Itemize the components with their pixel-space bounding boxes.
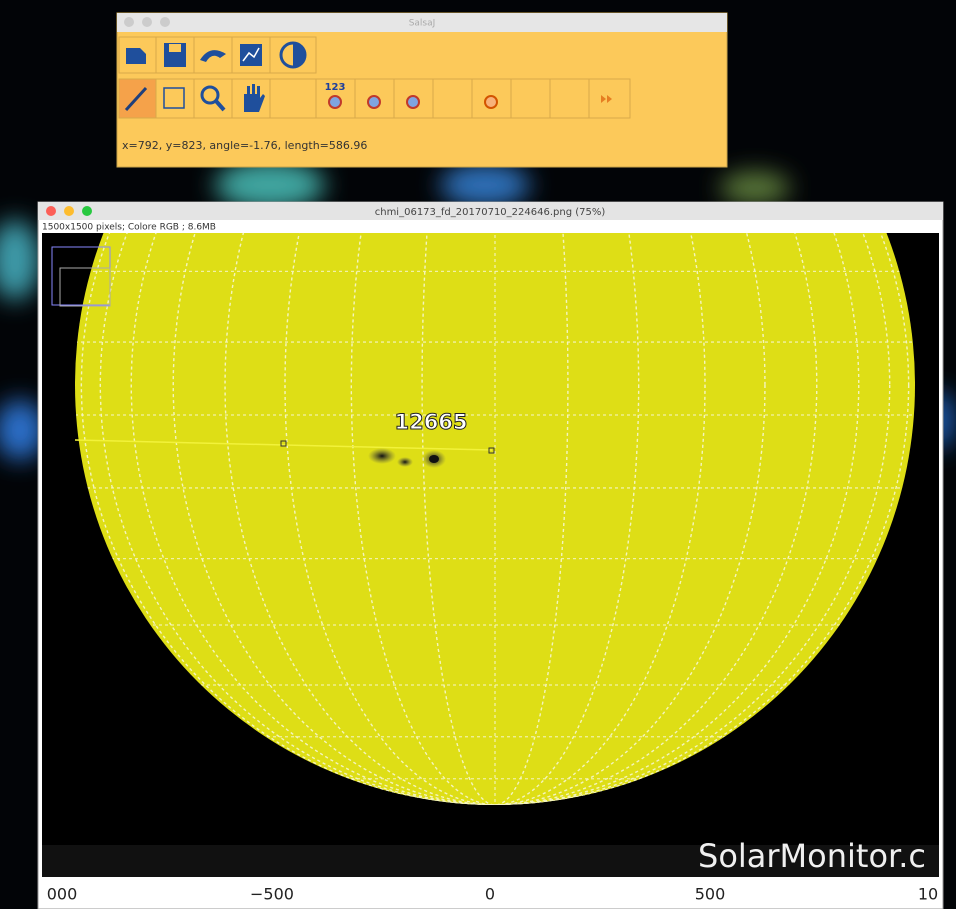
icon [124, 86, 148, 112]
icon [214, 99, 226, 112]
axis-label: 500 [695, 885, 726, 904]
icon [163, 87, 185, 109]
line-handle[interactable] [280, 440, 287, 447]
icon [200, 85, 220, 105]
empty-button[interactable] [269, 78, 317, 119]
x-axis: 000 −500 0 500 10 [47, 885, 938, 904]
sunspot [397, 457, 413, 467]
toolbar-title: SalsaJ [409, 19, 436, 29]
toolbar-titlebar [117, 13, 727, 32]
empty-button[interactable] [549, 78, 590, 119]
axis-strip [42, 877, 939, 907]
sunspot [368, 448, 396, 464]
counter-icon-label: 123 [325, 82, 346, 93]
icon [367, 95, 381, 109]
zoom-button[interactable] [82, 206, 92, 216]
image-window: chmi_06173_fd_20170710_224646.png (75%) … [37, 201, 944, 909]
meridian [350, 233, 640, 805]
icon [328, 95, 342, 109]
meridian [99, 233, 891, 805]
minimize-button[interactable] [142, 17, 152, 27]
region-label: 12665 [394, 410, 467, 434]
icon [484, 95, 498, 109]
zoom-tool-button[interactable] [193, 78, 233, 119]
icon [601, 95, 612, 103]
image-titlebar [38, 202, 943, 220]
line-handle[interactable] [488, 447, 495, 454]
toolbar-row-2: 123 [118, 78, 631, 119]
icon [169, 44, 181, 52]
axis-label: 10 [918, 885, 938, 904]
sunspot [429, 455, 439, 463]
minimize-button[interactable] [64, 206, 74, 216]
zoom-button[interactable] [160, 17, 170, 27]
meridian [130, 233, 860, 805]
axis-label: 000 [47, 885, 78, 904]
close-button[interactable] [46, 206, 56, 216]
meridian [224, 233, 766, 805]
sunspots [368, 448, 446, 468]
icon [293, 43, 305, 67]
meridian [284, 233, 706, 805]
empty-button[interactable] [510, 78, 551, 119]
icon [200, 50, 226, 62]
image-canvas: 12665 SolarMonitor.c [42, 233, 939, 877]
caption-bar [42, 845, 939, 877]
toolbar-row-1 [118, 36, 317, 74]
rect-tool-button[interactable] [155, 78, 195, 119]
meridian [172, 233, 818, 805]
measure-line [74, 439, 493, 451]
icon [244, 84, 265, 112]
icon [242, 47, 260, 62]
close-button[interactable] [124, 17, 134, 27]
axis-label: 0 [485, 885, 495, 904]
toolbar-window: SalsaJ [116, 12, 728, 168]
meridian [421, 233, 569, 805]
status-text: x=792, y=823, angle=-1.76, length=586.96 [122, 139, 367, 152]
image-info: 1500x1500 pixels; Colore RGB ; 8.6MB [42, 223, 216, 233]
navigator-view [59, 267, 111, 307]
meridian [80, 233, 910, 805]
empty-button[interactable] [432, 78, 473, 119]
icon [406, 95, 420, 109]
watermark: SolarMonitor.c [698, 837, 926, 875]
image-title: chmi_06173_fd_20170710_224646.png (75%) [375, 207, 606, 218]
axis-label: −500 [250, 885, 294, 904]
icon [126, 48, 146, 64]
